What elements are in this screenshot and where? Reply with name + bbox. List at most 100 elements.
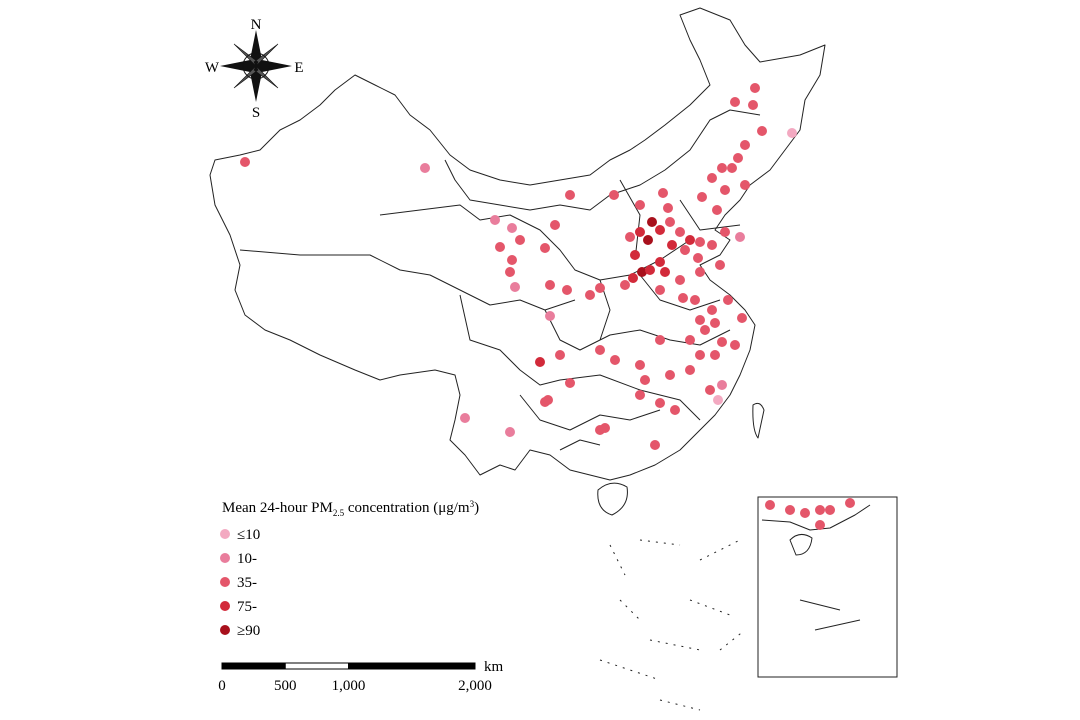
city-point [420,163,430,173]
city-point [713,395,723,405]
city-point [720,227,730,237]
city-point [727,163,737,173]
city-point [733,153,743,163]
city-point [645,265,655,275]
city-point [695,267,705,277]
city-point [630,250,640,260]
legend: Mean 24-hour PM2.5 concentration (μg/m3)… [220,499,479,639]
compass-s: S [252,105,260,121]
scale-label: 500 [274,678,297,694]
city-point [707,173,717,183]
city-point [690,295,700,305]
compass-rose: N S W E [205,17,304,121]
legend-marker [220,577,230,587]
city-points [240,83,855,530]
city-point [720,185,730,195]
inset-frame [757,496,898,678]
city-point [700,325,710,335]
city-point [765,500,775,510]
city-point [635,227,645,237]
city-point [595,283,605,293]
city-point [660,267,670,277]
city-point [845,498,855,508]
city-point [635,360,645,370]
city-point [610,355,620,365]
city-point [550,220,560,230]
city-point [680,245,690,255]
city-point [647,217,657,227]
city-point [507,255,517,265]
city-point [717,337,727,347]
city-point [717,163,727,173]
legend-marker [220,601,230,611]
city-point [707,240,717,250]
city-point [628,273,638,283]
city-point [650,440,660,450]
city-point [825,505,835,515]
city-point [655,285,665,295]
scale-segment [221,662,286,670]
city-point [240,157,250,167]
city-point [655,257,665,267]
city-point [675,227,685,237]
city-point [490,215,500,225]
scale-bar: km 0 500 1,000 2,000 [218,659,503,694]
city-point [655,225,665,235]
city-point [562,285,572,295]
legend-marker [220,529,230,539]
city-point [609,190,619,200]
scale-unit: km [484,659,504,675]
city-point [555,350,565,360]
city-point [637,267,647,277]
city-point [710,318,720,328]
city-point [640,375,650,385]
city-point [565,378,575,388]
city-point [757,126,767,136]
city-point [800,508,810,518]
city-point [545,280,555,290]
city-point [663,203,673,213]
city-point [693,253,703,263]
city-point [545,311,555,321]
city-point [635,200,645,210]
country-outline [209,7,826,711]
legend-label: ≤10 [237,527,260,543]
compass-e: E [294,60,303,76]
compass-n: N [251,17,262,33]
city-point [535,357,545,367]
city-point [740,140,750,150]
city-point [723,295,733,305]
city-point [730,97,740,107]
city-point [705,385,715,395]
city-point [667,240,677,250]
city-point [600,423,610,433]
city-point [565,190,575,200]
legend-label: 75- [237,599,257,615]
city-point [460,413,470,423]
city-point [735,232,745,242]
city-point [643,235,653,245]
city-point [707,305,717,315]
city-point [685,365,695,375]
city-point [750,83,760,93]
scale-segment [284,662,349,670]
city-point [655,398,665,408]
scale-segment [348,662,476,670]
legend-label: ≥90 [237,623,260,639]
city-point [697,192,707,202]
city-point [670,405,680,415]
city-point [748,100,758,110]
scale-label: 0 [218,678,226,694]
city-point [620,280,630,290]
city-point [655,335,665,345]
legend-label: 10- [237,551,257,567]
city-point [495,242,505,252]
city-point [505,267,515,277]
legend-marker [220,625,230,635]
city-point [685,335,695,345]
city-point [665,370,675,380]
legend-label: 35- [237,575,257,591]
city-point [685,235,695,245]
city-point [515,235,525,245]
city-point [717,380,727,390]
